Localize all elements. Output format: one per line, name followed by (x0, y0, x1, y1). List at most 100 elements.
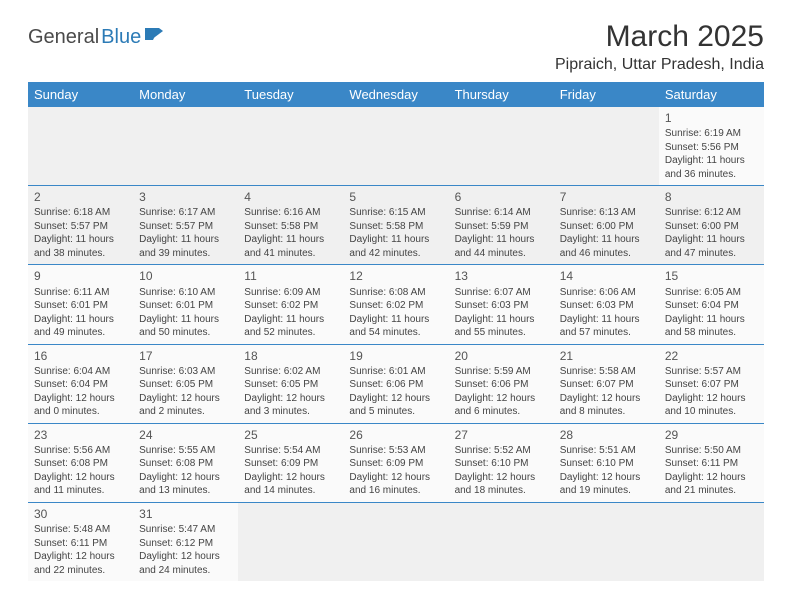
day-number: 19 (349, 348, 442, 364)
day-number: 15 (665, 268, 758, 284)
calendar-cell: 27Sunrise: 5:52 AMSunset: 6:10 PMDayligh… (449, 423, 554, 502)
day-number: 14 (560, 268, 653, 284)
calendar-cell-blank (343, 502, 448, 581)
day-number: 30 (34, 506, 127, 522)
calendar-cell: 24Sunrise: 5:55 AMSunset: 6:08 PMDayligh… (133, 423, 238, 502)
weekday-header: Thursday (449, 82, 554, 107)
calendar-cell: 13Sunrise: 6:07 AMSunset: 6:03 PMDayligh… (449, 265, 554, 344)
header: GeneralBlue March 2025 Pipraich, Uttar P… (28, 20, 764, 74)
calendar-cell: 22Sunrise: 5:57 AMSunset: 6:07 PMDayligh… (659, 344, 764, 423)
calendar-cell: 11 Sunrise: 6:09 AMSunset: 6:02 PMDayligh… (238, 265, 343, 344)
weekday-header: Monday (133, 82, 238, 107)
weekday-header: Tuesday (238, 82, 343, 107)
day-info: Sunrise: 6:18 AMSunset: 5:57 PMDaylight:… (34, 206, 127, 260)
day-info: Sunrise: 5:58 AMSunset: 6:07 PMDaylight:… (560, 365, 653, 419)
day-info: Sunrise: 6:19 AMSunset: 5:56 PMDaylight:… (665, 127, 758, 181)
day-info: Sunrise: 6:11 AMSunset: 6:01 PMDaylight:… (34, 286, 127, 340)
day-number: 12 (349, 268, 442, 284)
day-info: Sunrise: 6:05 AMSunset: 6:04 PMDaylight:… (665, 286, 758, 340)
calendar-row: 9 Sunrise: 6:11 AMSunset: 6:01 PMDaylight… (28, 265, 764, 344)
day-number: 7 (560, 189, 653, 205)
calendar-cell: 25Sunrise: 5:54 AMSunset: 6:09 PMDayligh… (238, 423, 343, 502)
calendar-cell: 28Sunrise: 5:51 AMSunset: 6:10 PMDayligh… (554, 423, 659, 502)
calendar-cell-blank (449, 107, 554, 186)
calendar-cell: 10 Sunrise: 6:10 AMSunset: 6:01 PMDayligh… (133, 265, 238, 344)
calendar-cell: 31Sunrise: 5:47 AMSunset: 6:12 PMDayligh… (133, 502, 238, 581)
calendar-row: 16Sunrise: 6:04 AMSunset: 6:04 PMDayligh… (28, 344, 764, 423)
day-info: Sunrise: 6:10 AMSunset: 6:01 PMDaylight:… (139, 286, 232, 340)
calendar-cell: 16Sunrise: 6:04 AMSunset: 6:04 PMDayligh… (28, 344, 133, 423)
day-info: Sunrise: 6:04 AMSunset: 6:04 PMDaylight:… (34, 365, 127, 419)
calendar-cell: 3Sunrise: 6:17 AMSunset: 5:57 PMDaylight… (133, 186, 238, 265)
calendar-cell: 21Sunrise: 5:58 AMSunset: 6:07 PMDayligh… (554, 344, 659, 423)
day-number: 25 (244, 427, 337, 443)
day-number: 17 (139, 348, 232, 364)
calendar-cell-blank (554, 502, 659, 581)
logo: GeneralBlue (28, 26, 167, 49)
day-number: 11 (244, 268, 337, 284)
calendar-cell: 15 Sunrise: 6:05 AMSunset: 6:04 PMDayligh… (659, 265, 764, 344)
logo-text-blue: Blue (101, 26, 141, 49)
day-info: Sunrise: 5:47 AMSunset: 6:12 PMDaylight:… (139, 523, 232, 577)
day-number: 9 (34, 268, 127, 284)
page-title: March 2025 (555, 20, 764, 54)
calendar-body: 1Sunrise: 6:19 AMSunset: 5:56 PMDaylight… (28, 107, 764, 581)
day-number: 2 (34, 189, 127, 205)
day-number: 31 (139, 506, 232, 522)
calendar-cell-blank (343, 107, 448, 186)
calendar-cell-blank (659, 502, 764, 581)
calendar-cell-blank (238, 107, 343, 186)
calendar-cell: 1Sunrise: 6:19 AMSunset: 5:56 PMDaylight… (659, 107, 764, 186)
day-number: 28 (560, 427, 653, 443)
day-info: Sunrise: 5:48 AMSunset: 6:11 PMDaylight:… (34, 523, 127, 577)
day-info: Sunrise: 6:06 AMSunset: 6:03 PMDaylight:… (560, 286, 653, 340)
calendar-cell-blank (133, 107, 238, 186)
day-number: 20 (455, 348, 548, 364)
calendar-cell-blank (554, 107, 659, 186)
weekday-header-row: SundayMondayTuesdayWednesdayThursdayFrid… (28, 82, 764, 107)
day-number: 26 (349, 427, 442, 443)
day-info: Sunrise: 6:13 AMSunset: 6:00 PMDaylight:… (560, 206, 653, 260)
day-number: 16 (34, 348, 127, 364)
calendar-cell: 17Sunrise: 6:03 AMSunset: 6:05 PMDayligh… (133, 344, 238, 423)
day-info: Sunrise: 6:16 AMSunset: 5:58 PMDaylight:… (244, 206, 337, 260)
day-number: 6 (455, 189, 548, 205)
calendar-row: 30Sunrise: 5:48 AMSunset: 6:11 PMDayligh… (28, 502, 764, 581)
day-number: 5 (349, 189, 442, 205)
calendar-cell: 20Sunrise: 5:59 AMSunset: 6:06 PMDayligh… (449, 344, 554, 423)
day-number: 10 (139, 268, 232, 284)
day-info: Sunrise: 5:53 AMSunset: 6:09 PMDaylight:… (349, 444, 442, 498)
calendar-cell: 29Sunrise: 5:50 AMSunset: 6:11 PMDayligh… (659, 423, 764, 502)
day-number: 1 (665, 110, 758, 126)
calendar-row: 2Sunrise: 6:18 AMSunset: 5:57 PMDaylight… (28, 186, 764, 265)
calendar-row: 23Sunrise: 5:56 AMSunset: 6:08 PMDayligh… (28, 423, 764, 502)
day-info: Sunrise: 5:59 AMSunset: 6:06 PMDaylight:… (455, 365, 548, 419)
day-info: Sunrise: 5:55 AMSunset: 6:08 PMDaylight:… (139, 444, 232, 498)
flag-icon (145, 26, 167, 47)
calendar-cell: 6Sunrise: 6:14 AMSunset: 5:59 PMDaylight… (449, 186, 554, 265)
day-number: 24 (139, 427, 232, 443)
calendar-cell-blank (28, 107, 133, 186)
location: Pipraich, Uttar Pradesh, India (555, 56, 764, 74)
calendar-cell: 19Sunrise: 6:01 AMSunset: 6:06 PMDayligh… (343, 344, 448, 423)
calendar-cell-blank (449, 502, 554, 581)
day-info: Sunrise: 6:08 AMSunset: 6:02 PMDaylight:… (349, 286, 442, 340)
day-info: Sunrise: 6:01 AMSunset: 6:06 PMDaylight:… (349, 365, 442, 419)
calendar-cell: 14 Sunrise: 6:06 AMSunset: 6:03 PMDayligh… (554, 265, 659, 344)
day-number: 4 (244, 189, 337, 205)
day-info: Sunrise: 6:09 AMSunset: 6:02 PMDaylight:… (244, 286, 337, 340)
calendar-cell: 7Sunrise: 6:13 AMSunset: 6:00 PMDaylight… (554, 186, 659, 265)
day-number: 18 (244, 348, 337, 364)
day-number: 21 (560, 348, 653, 364)
day-number: 22 (665, 348, 758, 364)
day-info: Sunrise: 5:56 AMSunset: 6:08 PMDaylight:… (34, 444, 127, 498)
day-info: Sunrise: 5:52 AMSunset: 6:10 PMDaylight:… (455, 444, 548, 498)
calendar-cell: 9 Sunrise: 6:11 AMSunset: 6:01 PMDaylight… (28, 265, 133, 344)
day-info: Sunrise: 5:51 AMSunset: 6:10 PMDaylight:… (560, 444, 653, 498)
day-info: Sunrise: 5:57 AMSunset: 6:07 PMDaylight:… (665, 365, 758, 419)
day-number: 23 (34, 427, 127, 443)
logo-text-general: General (28, 26, 99, 49)
day-info: Sunrise: 5:54 AMSunset: 6:09 PMDaylight:… (244, 444, 337, 498)
calendar-cell: 26Sunrise: 5:53 AMSunset: 6:09 PMDayligh… (343, 423, 448, 502)
day-number: 13 (455, 268, 548, 284)
